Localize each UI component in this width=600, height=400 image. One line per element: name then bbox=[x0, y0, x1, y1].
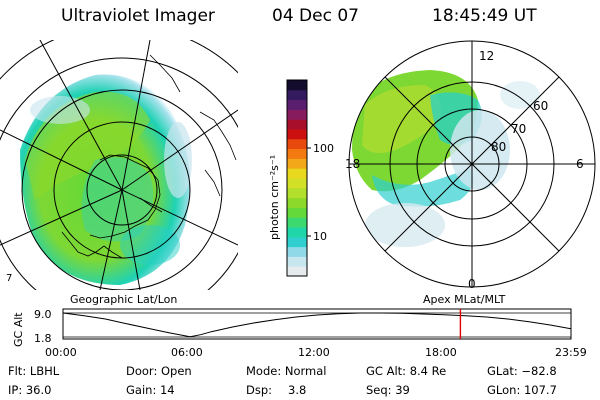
time-tick-0000: 00:00 bbox=[45, 346, 77, 359]
altitude-curve bbox=[62, 312, 571, 338]
geographic-caption: Geographic Lat/Lon bbox=[70, 293, 178, 306]
mlt-6-label: 6 bbox=[576, 157, 584, 171]
apex-caption: Apex MLat/MLT bbox=[423, 293, 506, 306]
aurora-emission-left bbox=[20, 74, 192, 285]
dsp-value: 3.8 bbox=[288, 383, 307, 397]
colorbar-cell bbox=[287, 99, 307, 110]
mlat-70-label: 70 bbox=[511, 122, 526, 136]
mode-status: Mode: Normal bbox=[246, 364, 327, 378]
time-tick-1800: 18:00 bbox=[425, 346, 457, 359]
colorbar-tick-100: 100 bbox=[313, 142, 334, 155]
altitude-timeline bbox=[62, 308, 572, 340]
colorbar-cell bbox=[287, 236, 307, 248]
mlt-18-label: 18 bbox=[345, 157, 360, 171]
ip-status: IP: 36.0 bbox=[8, 383, 52, 397]
instrument-title: Ultraviolet Imager bbox=[61, 6, 215, 26]
gc-alt-status: GC Alt: 8.4 Re bbox=[366, 364, 447, 378]
colorbar-tick-10: 10 bbox=[313, 230, 327, 243]
gain-status: Gain: 14 bbox=[126, 383, 175, 397]
time-tick-0600: 06:00 bbox=[171, 346, 203, 359]
colorbar-cell bbox=[287, 138, 307, 150]
mlt-0-label: 0 bbox=[468, 277, 476, 291]
colorbar-cell bbox=[287, 168, 307, 179]
colorbar-cell bbox=[287, 207, 307, 218]
colorbar-cell bbox=[287, 80, 307, 91]
mlat-60-label: 60 bbox=[533, 99, 548, 113]
glon-status: GLon: 107.7 bbox=[487, 383, 557, 397]
colorbar-cell bbox=[287, 256, 307, 267]
colorbar-cell bbox=[287, 246, 307, 257]
colorbar-cell bbox=[287, 197, 307, 208]
colorbar-cell bbox=[287, 129, 307, 140]
time-tick-1200: 12:00 bbox=[298, 346, 330, 359]
seq-status: Seq: 39 bbox=[366, 383, 410, 397]
colorbar-cell bbox=[287, 178, 307, 189]
apex-polar-map bbox=[348, 40, 596, 288]
colorbar-cell bbox=[287, 109, 307, 120]
left-map-corner-label: 7 bbox=[6, 273, 12, 284]
colorbar-cell bbox=[287, 119, 307, 130]
dsp-label: Dsp: bbox=[246, 383, 273, 397]
mlat-80-label: 80 bbox=[491, 140, 506, 154]
alt-tick-9: 9.0 bbox=[34, 308, 52, 321]
filter-status: Flt: LBHL bbox=[8, 364, 60, 378]
colorbar-cell bbox=[287, 148, 307, 159]
mlt-12-label: 12 bbox=[479, 49, 494, 63]
colorbar-frame bbox=[286, 79, 308, 277]
colorbar-unit-label: photon cm⁻²s⁻¹ bbox=[268, 155, 281, 240]
geographic-map bbox=[0, 40, 238, 290]
colorbar bbox=[287, 80, 307, 277]
time-tick-2359: 23:59 bbox=[555, 346, 587, 359]
colorbar-cell bbox=[287, 227, 307, 238]
door-status: Door: Open bbox=[126, 364, 192, 378]
image-date: 04 Dec 07 bbox=[272, 6, 359, 26]
coastlines bbox=[61, 54, 237, 259]
colorbar-cell bbox=[287, 266, 307, 277]
alt-tick-1-8: 1.8 bbox=[34, 332, 52, 345]
colorbar-cell bbox=[287, 187, 307, 199]
glat-status: GLat: −82.8 bbox=[487, 364, 557, 378]
colorbar-cell bbox=[287, 158, 307, 169]
colorbar-cell bbox=[287, 89, 307, 101]
colorbar-cell bbox=[287, 217, 307, 228]
altitude-axis-label: GC Alt bbox=[12, 312, 25, 347]
image-time: 18:45:49 UT bbox=[432, 6, 537, 26]
